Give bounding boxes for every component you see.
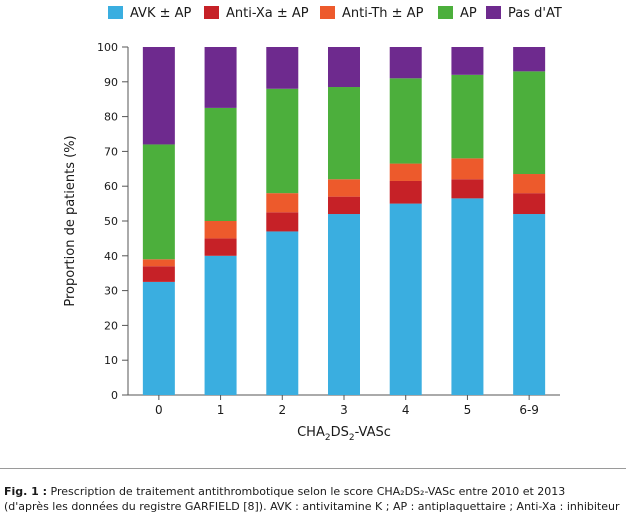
x-axis-title-subscript: 2 (349, 433, 355, 443)
bar-segment-4-5 (451, 47, 484, 75)
bar-segment-1-6 (513, 193, 546, 215)
y-tick-label: 0 (111, 389, 118, 402)
bar-segment-1-3 (328, 196, 360, 215)
y-tick-label: 100 (97, 41, 118, 54)
y-tick-label: 20 (104, 319, 118, 332)
bar-segment-3-2 (266, 88, 299, 194)
y-tick-label: 80 (104, 111, 118, 124)
bar-segment-4-1 (204, 47, 237, 108)
bar-segment-2-6 (513, 174, 546, 194)
bar-segment-1-0 (142, 266, 175, 282)
bar-segment-1-2 (266, 212, 299, 232)
caption-line-1: Fig. 1 : Prescription de traitement anti… (4, 484, 622, 499)
legend-swatch-0 (108, 6, 123, 19)
y-tick-label: 40 (104, 250, 118, 263)
legend-label-0: AVK ± AP (130, 6, 192, 21)
y-axis-title: Proportion de patients (%) (63, 135, 78, 306)
bar-segment-0-4 (389, 203, 422, 395)
bar-segment-3-6 (513, 71, 546, 175)
bar-segment-3-1 (204, 107, 237, 221)
x-axis-title-subscript: 2 (325, 433, 331, 443)
x-tick-label: 1 (217, 403, 225, 417)
bar-segment-4-3 (328, 47, 360, 88)
x-tick-label: 0 (155, 403, 163, 417)
y-tick-label: 50 (104, 215, 118, 228)
figure-caption: Fig. 1 : Prescription de traitement anti… (4, 484, 622, 514)
y-tick-label: 10 (104, 354, 118, 367)
bar-segment-1-1 (204, 238, 237, 256)
bar-segment-4-2 (266, 47, 299, 89)
legend-label-2: Anti-Th ± AP (342, 6, 424, 21)
x-tick-label: 5 (464, 403, 472, 417)
bar-segment-0-2 (266, 231, 299, 395)
y-tick-label: 70 (104, 145, 118, 158)
legend-swatch-2 (320, 6, 335, 19)
bar-segment-0-5 (451, 198, 484, 395)
x-axis-title-part: -VASc (355, 425, 391, 440)
bar-segment-3-0 (142, 144, 175, 260)
bar-segment-3-4 (389, 78, 422, 164)
bar-segment-2-1 (204, 221, 237, 239)
bar-segment-2-0 (142, 259, 175, 267)
legend-swatch-1 (204, 6, 219, 19)
x-tick-label: 4 (402, 403, 410, 417)
bar-segment-1-4 (389, 180, 422, 204)
bar-segment-2-4 (389, 163, 422, 181)
legend-label-1: Anti-Xa ± AP (226, 6, 309, 21)
bar-segment-2-2 (266, 193, 299, 213)
bar-segment-2-3 (328, 179, 360, 197)
y-tick-label: 30 (104, 285, 118, 298)
legend-label-3: AP (460, 6, 477, 21)
caption-line-2: (d'après les données du registre GARFIEL… (4, 500, 620, 513)
x-axis-title-part: DS (331, 425, 349, 440)
legend-swatch-3 (438, 6, 453, 19)
y-tick-label: 90 (104, 76, 118, 89)
bar-segment-1-5 (451, 179, 484, 199)
caption-label: Fig. 1 : (4, 485, 48, 498)
caption-text-1: Prescription de traitement antithromboti… (47, 485, 566, 498)
bar-segment-4-0 (142, 47, 175, 145)
bar-segment-0-6 (513, 214, 546, 395)
caption-divider (0, 468, 626, 469)
bar-segment-0-3 (328, 214, 360, 395)
x-axis-title-part: CHA (297, 425, 325, 440)
bar-segment-0-0 (142, 281, 175, 395)
bar-segment-2-5 (451, 158, 484, 180)
bar-segment-3-5 (451, 74, 484, 159)
x-axis-title: CHA2DS2-VASc (297, 425, 391, 443)
legend-swatch-4 (486, 6, 501, 19)
x-tick-label: 2 (278, 403, 286, 417)
x-tick-label: 3 (340, 403, 348, 417)
bar-segment-4-4 (389, 47, 422, 79)
x-tick-label: 6-9 (519, 403, 539, 417)
bar-segment-4-6 (513, 47, 546, 72)
bar-segment-0-1 (204, 255, 237, 395)
bar-segment-3-3 (328, 87, 360, 180)
legend-label-4: Pas d'AT (508, 6, 562, 21)
y-tick-label: 60 (104, 180, 118, 193)
